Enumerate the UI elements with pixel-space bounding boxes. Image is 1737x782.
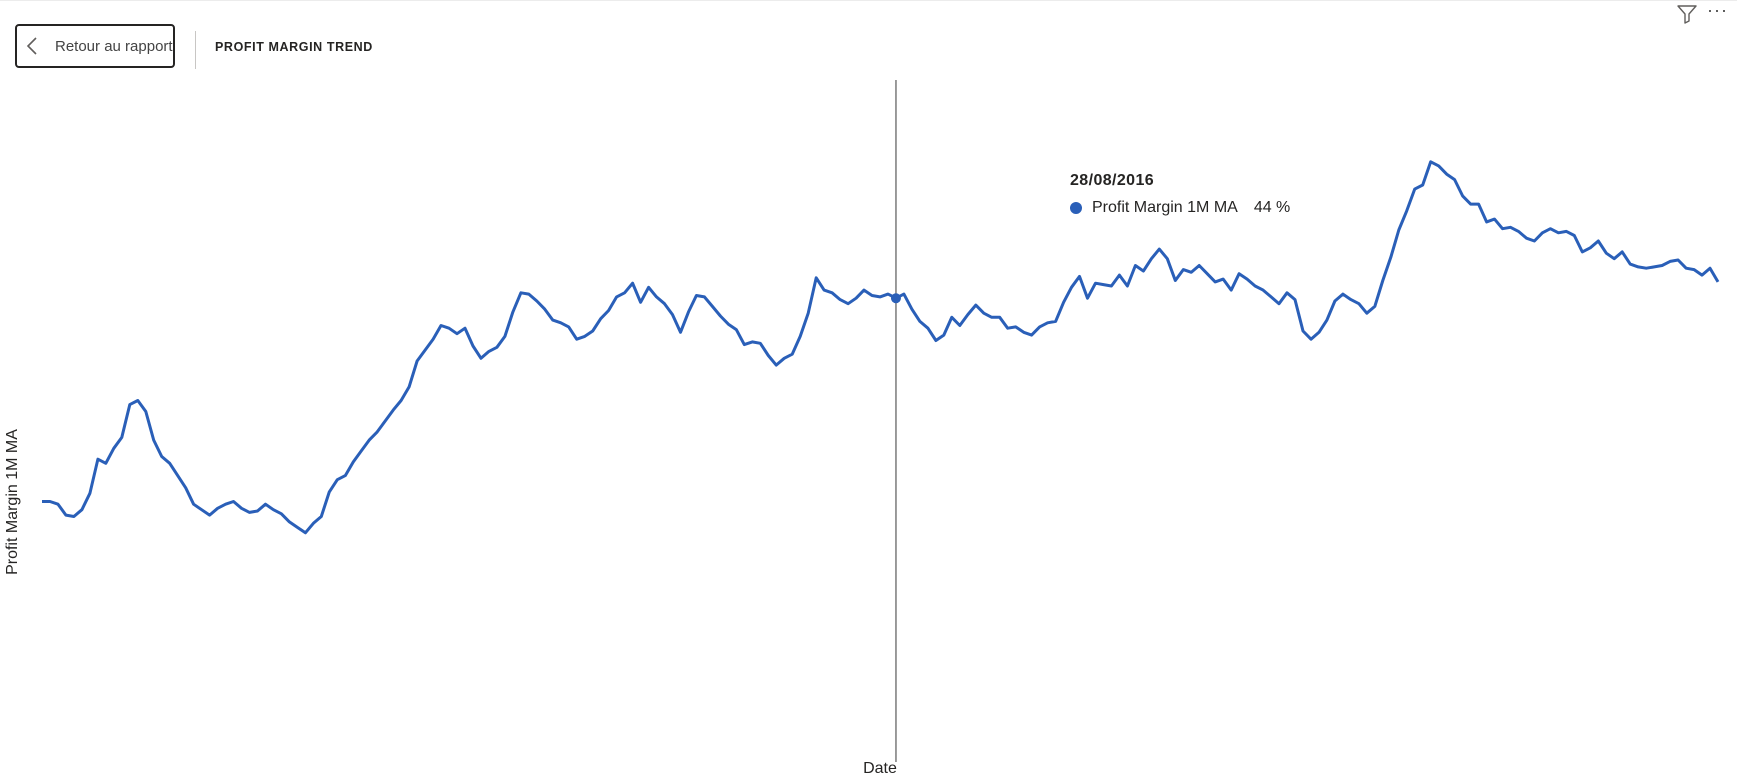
filter-icon[interactable] xyxy=(1676,3,1698,25)
more-options-icon[interactable]: ··· xyxy=(1707,0,1728,20)
tooltip-series-name: Profit Margin 1M MA xyxy=(1092,199,1238,216)
series-line-profit-margin[interactable] xyxy=(42,160,1720,535)
highlight-point xyxy=(890,293,901,304)
tooltip: 28/08/2016 Profit Margin 1M MA 44 % xyxy=(1070,172,1290,217)
tooltip-row: Profit Margin 1M MA 44 % xyxy=(1070,199,1290,217)
tooltip-value: 44 % xyxy=(1253,199,1291,216)
y-axis-label: Profit Margin 1M MA xyxy=(4,429,21,575)
tooltip-date: 28/08/2016 xyxy=(1070,172,1155,189)
tooltip-series-dot xyxy=(1070,202,1082,214)
page-title: PROFIT MARGIN TREND xyxy=(215,40,373,54)
back-to-report-button[interactable]: Retour au rapport xyxy=(15,24,175,68)
x-axis-label: Date xyxy=(863,760,897,777)
back-button-label: Retour au rapport xyxy=(55,37,173,55)
header-divider xyxy=(195,31,196,69)
chevron-left-icon xyxy=(26,37,37,55)
top-border xyxy=(0,0,1737,1)
